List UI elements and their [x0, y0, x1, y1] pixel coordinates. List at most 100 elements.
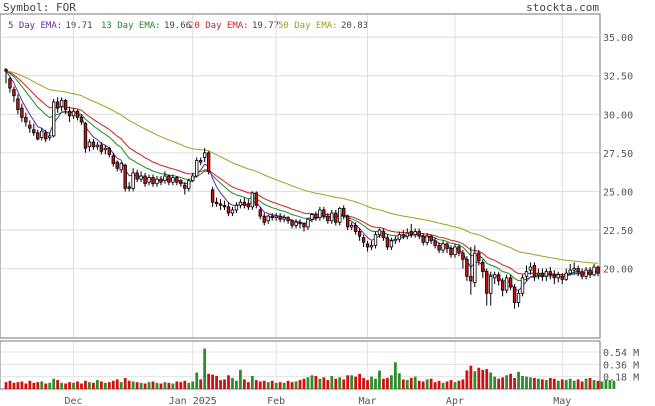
- volume-bar: [135, 382, 139, 389]
- candle-body: [8, 78, 12, 89]
- candle-body: [409, 231, 413, 236]
- volume-bar: [266, 382, 270, 389]
- candle-body: [210, 189, 215, 203]
- candle-body: [286, 217, 290, 222]
- candle-body: [465, 258, 469, 277]
- volume-bar: [584, 378, 588, 389]
- candle-body: [187, 180, 191, 189]
- candle-body: [445, 243, 449, 249]
- volume-bar: [195, 372, 199, 389]
- candle-body: [334, 212, 338, 223]
- ema-legend-value: 19.71: [66, 21, 93, 31]
- volume-bar: [278, 382, 282, 389]
- ema-13-line: [5, 70, 598, 282]
- ema-legend-value: 19.66: [164, 21, 191, 31]
- candle-body: [36, 132, 40, 140]
- candle-body: [302, 223, 306, 228]
- candle-body: [314, 214, 318, 219]
- volume-bar: [103, 382, 107, 389]
- volume-bar: [163, 382, 167, 389]
- candle-body: [202, 152, 207, 158]
- candle-body: [429, 235, 433, 242]
- volume-bar: [131, 381, 135, 389]
- volume-bar: [358, 373, 362, 389]
- volume-bar: [16, 382, 20, 389]
- volume-bar: [409, 378, 413, 389]
- candle-body: [95, 144, 100, 148]
- volume-bar: [250, 375, 254, 389]
- candle-body: [512, 286, 517, 303]
- candle-body: [405, 232, 409, 237]
- candle-body: [51, 101, 56, 137]
- candle-body: [44, 132, 48, 140]
- volume-bar: [346, 375, 350, 389]
- volume-tick-label: 0.54 M: [603, 348, 639, 359]
- volume-bar: [187, 382, 191, 389]
- candle-body: [592, 266, 596, 276]
- candle-body: [330, 212, 334, 222]
- candle-body: [127, 186, 131, 189]
- candle-body: [508, 277, 513, 288]
- candle-body: [552, 274, 556, 279]
- candle-body: [389, 240, 394, 248]
- volume-bar: [433, 382, 437, 389]
- candle-body: [548, 271, 553, 276]
- candle-body: [171, 177, 175, 183]
- candle-body: [119, 163, 123, 171]
- volume-bar: [203, 348, 207, 389]
- candle-body: [504, 277, 509, 291]
- volume-bar: [44, 383, 48, 389]
- candle-body: [441, 243, 445, 251]
- candle-body: [528, 266, 533, 271]
- candle-body: [580, 271, 584, 277]
- volume-bar: [286, 380, 290, 389]
- volume-bar: [572, 380, 576, 389]
- volume-bar: [505, 375, 509, 389]
- volume-bar: [588, 378, 592, 389]
- candle-body: [143, 175, 147, 185]
- candle-body: [564, 272, 568, 280]
- candle-body: [75, 110, 80, 118]
- volume-bar: [215, 375, 218, 389]
- volume-bar: [147, 382, 151, 389]
- candle-body: [401, 234, 406, 237]
- volume-bar: [119, 382, 123, 389]
- volume-bar: [453, 382, 457, 389]
- volume-bar: [592, 380, 596, 389]
- candle-body: [357, 231, 362, 237]
- candle-body: [55, 101, 60, 109]
- volume-bar: [151, 381, 155, 389]
- candle-body: [294, 221, 298, 226]
- volume-bar: [32, 382, 36, 389]
- candle-body: [24, 116, 28, 123]
- candle-body: [568, 269, 572, 274]
- candle-body: [457, 246, 461, 254]
- time-tick-label: Jan 2025: [169, 396, 217, 406]
- volume-bar: [302, 378, 306, 389]
- candle-body: [318, 209, 322, 219]
- ema-legend-label: 5 Day EMA:: [8, 21, 62, 31]
- volume-bar: [127, 380, 131, 389]
- volume-bar: [52, 378, 56, 389]
- volume-bar: [20, 381, 24, 389]
- candle-body: [433, 240, 437, 246]
- volume-bar: [521, 375, 524, 389]
- candle-body: [167, 175, 171, 183]
- candle-body: [175, 177, 179, 183]
- volume-bar: [612, 380, 616, 389]
- volume-bar: [608, 380, 612, 389]
- candle-body: [258, 209, 262, 217]
- candle-body: [496, 274, 501, 282]
- volume-bar: [580, 381, 584, 389]
- volume-bar: [274, 382, 278, 389]
- volume-bar: [497, 378, 501, 389]
- volume-bars: [4, 348, 616, 389]
- candle-body: [425, 235, 429, 243]
- candle-body: [310, 214, 314, 220]
- volume-bar: [155, 382, 159, 389]
- volume-bar: [167, 382, 171, 389]
- volume-bar: [56, 380, 60, 389]
- volume-bar: [548, 378, 552, 389]
- volume-bar: [254, 380, 258, 389]
